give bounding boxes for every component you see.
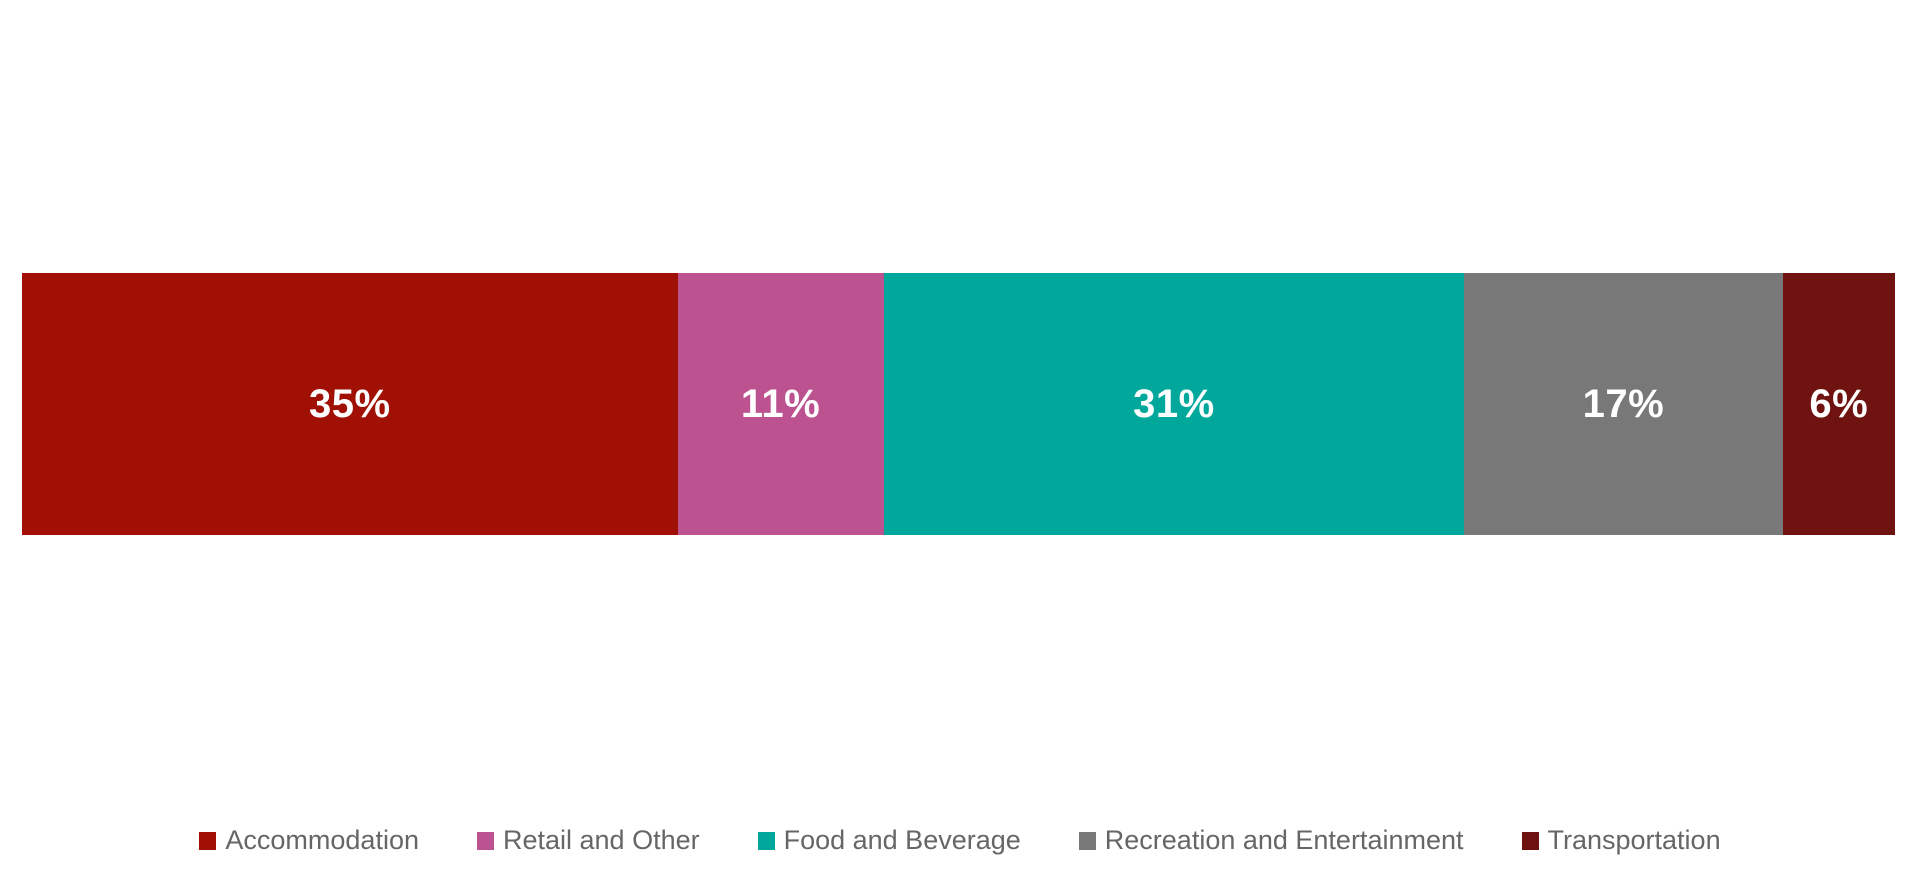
legend-swatch-icon [1078, 831, 1096, 850]
legend-swatch-icon [476, 831, 494, 850]
bar-segment-recreation-and-entertainment: 17% [1464, 273, 1783, 535]
legend-item-recreation-and-entertainment: Recreation and Entertainment [1078, 825, 1464, 856]
legend-item-transportation: Transportation [1521, 825, 1721, 856]
legend-swatch-icon [1521, 831, 1539, 850]
legend-label: Food and Beverage [783, 825, 1021, 855]
data-label: 6% [1809, 381, 1869, 426]
legend-item-food-and-beverage: Food and Beverage [757, 825, 1021, 856]
data-label: 11% [740, 381, 821, 426]
data-label: 31% [1133, 381, 1215, 426]
bar-segment-retail-and-other: 11% [677, 273, 884, 535]
bar-segment-accommodation: 35% [22, 273, 678, 535]
legend-item-retail-and-other: Retail and Other [476, 825, 700, 856]
data-label: 17% [1582, 381, 1665, 426]
chart-legend: Accommodation Retail and Other Food and Be… [0, 825, 1920, 856]
legend-label: Transportation [1547, 825, 1721, 855]
stacked-bar: 35% 11% 31% 17% 6% [22, 273, 1895, 535]
bar-segment-food-and-beverage: 31% [883, 273, 1465, 535]
legend-swatch-icon [199, 831, 217, 850]
data-label: 35% [308, 381, 391, 426]
legend-swatch-icon [757, 831, 775, 850]
legend-label: Retail and Other [502, 825, 700, 855]
legend-label: Accommodation [225, 825, 419, 855]
legend-item-accommodation: Accommodation [199, 825, 419, 856]
legend-label: Recreation and Entertainment [1104, 825, 1464, 855]
bar-segment-transportation: 6% [1782, 273, 1895, 535]
